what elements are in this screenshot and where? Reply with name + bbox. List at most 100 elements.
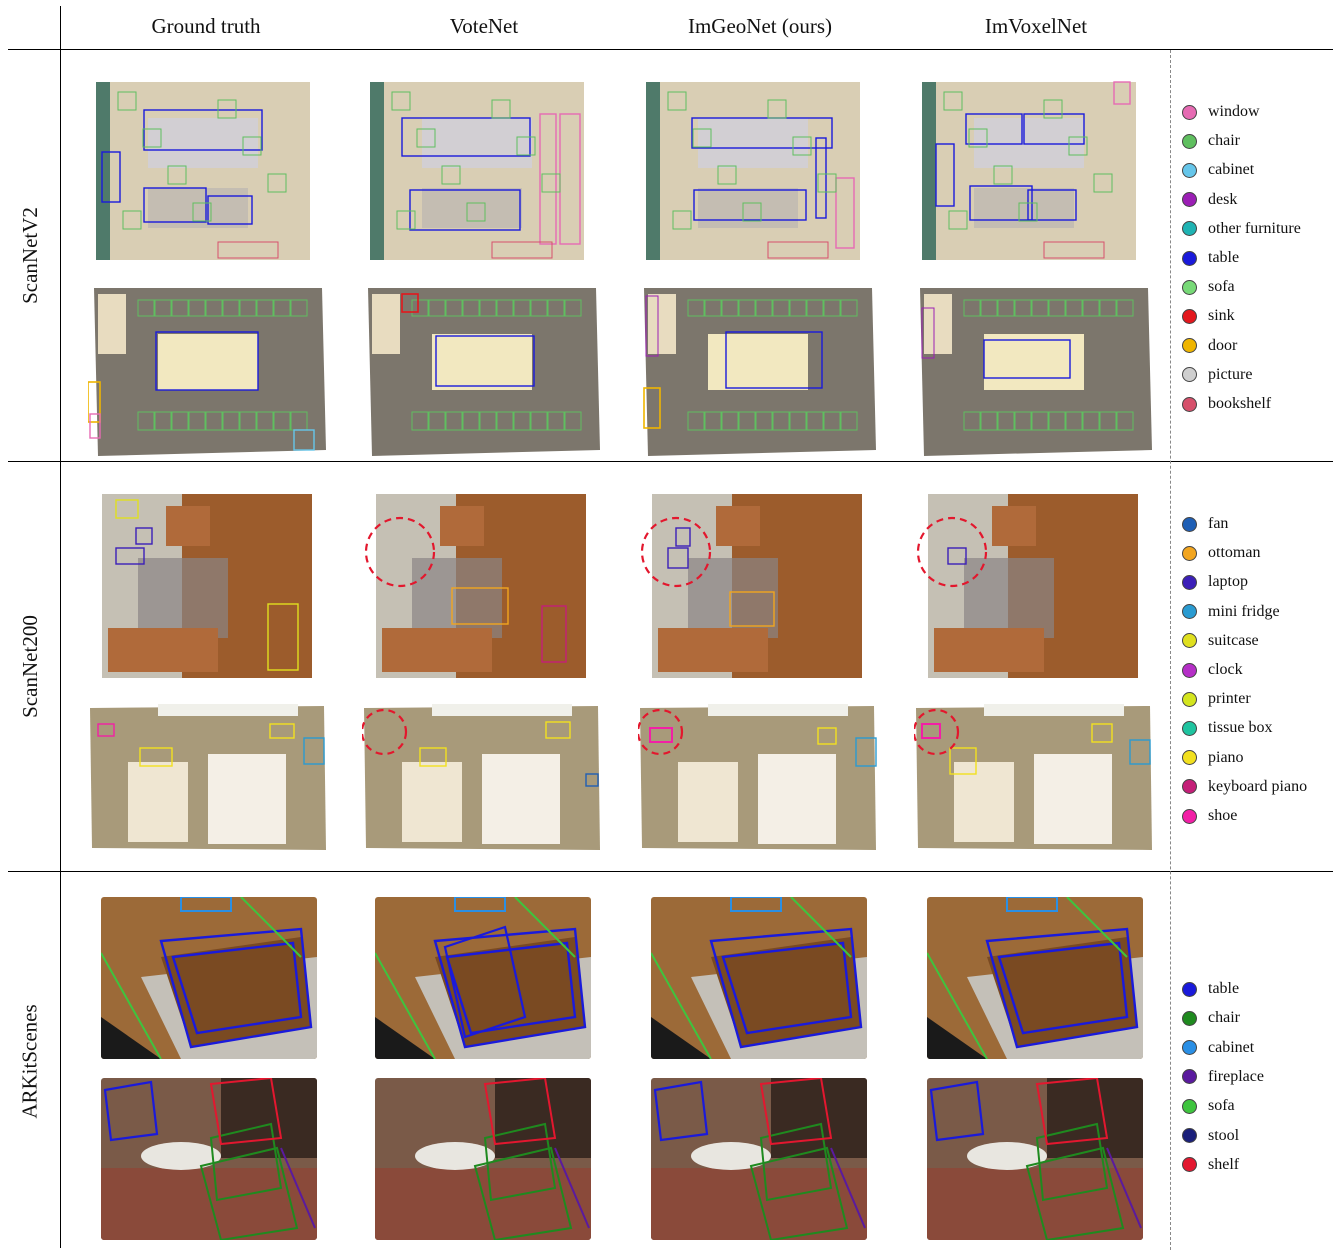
- legend-label: door: [1208, 336, 1238, 354]
- bounding-box: [823, 299, 841, 317]
- scene-image: [927, 897, 1143, 1059]
- legend-label: ottoman: [1208, 544, 1261, 562]
- legend-item: door: [1182, 336, 1237, 356]
- legend-swatch: [1182, 104, 1197, 120]
- scene-image: [101, 897, 317, 1059]
- bounding-box: [840, 411, 858, 431]
- scene-image: [88, 78, 328, 264]
- scene-image: [638, 282, 878, 458]
- bounding-box: [473, 1146, 573, 1240]
- bounding-box: [1065, 411, 1083, 431]
- bounding-box: [949, 747, 977, 775]
- scene-image: [651, 1078, 867, 1240]
- legend-label: other furniture: [1208, 219, 1301, 237]
- legend-swatch: [1182, 367, 1197, 383]
- bounding-box: [205, 411, 223, 431]
- bounding-box: [980, 299, 998, 317]
- legend-item: keyboard piano: [1182, 777, 1307, 797]
- bounding-box: [188, 411, 206, 431]
- bounding-box: [222, 299, 240, 317]
- bounding-box: [1082, 299, 1100, 317]
- scene-image: [88, 282, 328, 458]
- legend-label: piano: [1208, 748, 1244, 766]
- legend-swatch: [1182, 1010, 1197, 1026]
- legend-swatch: [1182, 633, 1197, 649]
- bounding-box: [980, 411, 998, 431]
- bounding-box: [767, 241, 829, 259]
- bounding-box: [738, 299, 756, 317]
- legend-swatch: [1182, 574, 1197, 590]
- bounding-box: [997, 941, 1129, 1035]
- bounding-box: [135, 527, 153, 545]
- bounding-box: [738, 411, 756, 431]
- column-header-imvoxelnet: ImVoxelNet: [984, 14, 1088, 38]
- bounding-box: [840, 299, 858, 317]
- highlight-circle: [638, 708, 684, 756]
- bounding-box: [965, 113, 1023, 145]
- bounding-box: [479, 299, 497, 317]
- bounding-box: [817, 727, 837, 745]
- bounding-box: [1068, 136, 1088, 156]
- bounding-box: [564, 299, 582, 317]
- bounding-box: [159, 927, 313, 1049]
- bounding-box: [709, 927, 863, 1049]
- legend-item: chair: [1182, 131, 1240, 151]
- legend-label: fan: [1208, 515, 1229, 532]
- bounding-box: [675, 527, 691, 547]
- bounding-box: [416, 128, 436, 148]
- bounding-box: [806, 299, 824, 317]
- bounding-box: [755, 411, 773, 431]
- bounding-box: [667, 547, 689, 569]
- header-divider: [8, 49, 1333, 50]
- bounding-box: [273, 299, 291, 317]
- bounding-box: [239, 299, 257, 317]
- legend-item: mini fridge: [1182, 602, 1280, 622]
- bounding-box: [815, 137, 827, 219]
- bounding-box: [171, 411, 189, 431]
- bounding-box: [137, 299, 155, 317]
- bounding-box: [462, 299, 480, 317]
- bounding-box: [817, 173, 837, 193]
- bounding-box: [171, 941, 303, 1035]
- scene-image: [362, 282, 602, 458]
- bounding-box: [411, 299, 429, 317]
- bounding-box: [717, 165, 737, 185]
- bounding-box: [1113, 81, 1131, 105]
- legend-swatch: [1182, 396, 1197, 412]
- bounding-box: [496, 411, 514, 431]
- bounding-box: [1025, 1146, 1125, 1240]
- legend-item: cabinet: [1182, 160, 1254, 180]
- bounding-box: [1027, 189, 1077, 221]
- bounding-box: [445, 941, 577, 1035]
- legend-label: printer: [1208, 690, 1251, 708]
- legend-swatch: [1182, 516, 1197, 532]
- legend-label: suitcase: [1208, 631, 1259, 649]
- bounding-box: [88, 381, 101, 423]
- legend-item: chair: [1182, 1008, 1240, 1028]
- bounding-box: [921, 307, 935, 359]
- bounding-box: [564, 411, 582, 431]
- legend-label: tissue box: [1208, 719, 1273, 737]
- row-divider-1: [8, 461, 1333, 462]
- bounding-box: [419, 747, 447, 767]
- scene-image: [638, 78, 878, 264]
- legend-item: table: [1182, 979, 1239, 999]
- bounding-box: [293, 429, 315, 451]
- bounding-box: [792, 136, 812, 156]
- bounding-box: [303, 737, 325, 765]
- legend-swatch: [1182, 279, 1197, 295]
- bounding-box: [649, 727, 673, 743]
- bounding-box: [154, 299, 172, 317]
- legend-item: picture: [1182, 365, 1252, 385]
- legend-swatch: [1182, 1098, 1197, 1114]
- legend-swatch: [1182, 221, 1197, 237]
- bounding-box: [547, 299, 565, 317]
- bounding-box: [935, 143, 955, 207]
- legend-swatch: [1182, 1040, 1197, 1056]
- bounding-box: [267, 603, 299, 671]
- bounding-box: [1043, 99, 1063, 119]
- legend-item: bookshelf: [1182, 394, 1271, 414]
- bounding-box: [242, 136, 262, 156]
- bounding-box: [466, 202, 486, 222]
- legend-label: chair: [1208, 1009, 1240, 1027]
